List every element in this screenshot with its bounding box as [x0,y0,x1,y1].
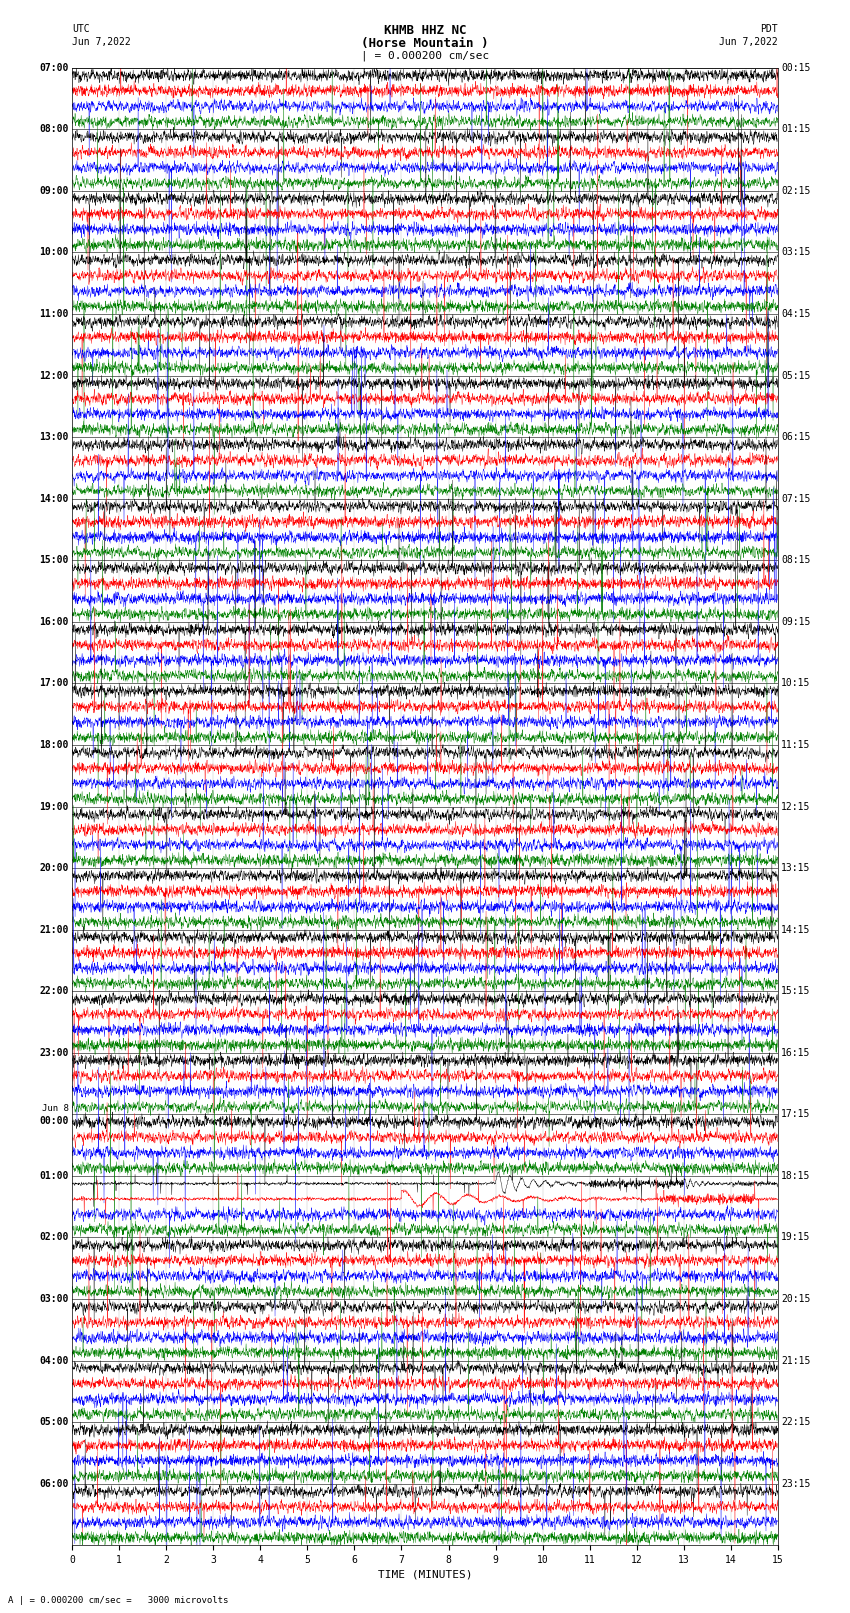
Text: 05:00: 05:00 [39,1418,69,1428]
X-axis label: TIME (MINUTES): TIME (MINUTES) [377,1569,473,1579]
Text: 08:00: 08:00 [39,124,69,134]
Text: 20:15: 20:15 [781,1294,811,1303]
Text: 13:15: 13:15 [781,863,811,873]
Text: 12:15: 12:15 [781,802,811,811]
Text: 01:15: 01:15 [781,124,811,134]
Text: 22:00: 22:00 [39,986,69,997]
Text: 02:00: 02:00 [39,1232,69,1242]
Text: 04:15: 04:15 [781,310,811,319]
Text: 21:00: 21:00 [39,924,69,934]
Text: 08:15: 08:15 [781,555,811,565]
Text: 16:15: 16:15 [781,1048,811,1058]
Text: 12:00: 12:00 [39,371,69,381]
Text: 02:15: 02:15 [781,185,811,195]
Text: 07:15: 07:15 [781,494,811,503]
Text: 19:00: 19:00 [39,802,69,811]
Text: 20:00: 20:00 [39,863,69,873]
Text: 00:15: 00:15 [781,63,811,73]
Text: KHMB HHZ NC: KHMB HHZ NC [383,24,467,37]
Text: 06:00: 06:00 [39,1479,69,1489]
Text: 15:00: 15:00 [39,555,69,565]
Text: (Horse Mountain ): (Horse Mountain ) [361,37,489,50]
Text: 23:15: 23:15 [781,1479,811,1489]
Text: Jun 7,2022: Jun 7,2022 [72,37,131,47]
Text: 11:00: 11:00 [39,310,69,319]
Text: 00:00: 00:00 [39,1116,69,1126]
Text: 04:00: 04:00 [39,1355,69,1366]
Text: 15:15: 15:15 [781,986,811,997]
Text: | = 0.000200 cm/sec: | = 0.000200 cm/sec [361,50,489,61]
Text: 16:00: 16:00 [39,616,69,627]
Text: 18:00: 18:00 [39,740,69,750]
Text: 03:00: 03:00 [39,1294,69,1303]
Text: 06:15: 06:15 [781,432,811,442]
Text: 03:15: 03:15 [781,247,811,258]
Text: 09:15: 09:15 [781,616,811,627]
Text: 01:00: 01:00 [39,1171,69,1181]
Text: Jun 8: Jun 8 [42,1103,69,1113]
Text: 13:00: 13:00 [39,432,69,442]
Text: 10:00: 10:00 [39,247,69,258]
Text: 23:00: 23:00 [39,1048,69,1058]
Text: 10:15: 10:15 [781,679,811,689]
Text: 11:15: 11:15 [781,740,811,750]
Text: 09:00: 09:00 [39,185,69,195]
Text: Jun 7,2022: Jun 7,2022 [719,37,778,47]
Text: A | = 0.000200 cm/sec =   3000 microvolts: A | = 0.000200 cm/sec = 3000 microvolts [8,1595,229,1605]
Text: 14:15: 14:15 [781,924,811,934]
Text: 17:15: 17:15 [781,1110,811,1119]
Text: 19:15: 19:15 [781,1232,811,1242]
Text: PDT: PDT [760,24,778,34]
Text: 18:15: 18:15 [781,1171,811,1181]
Text: 21:15: 21:15 [781,1355,811,1366]
Text: UTC: UTC [72,24,90,34]
Text: 22:15: 22:15 [781,1418,811,1428]
Text: 05:15: 05:15 [781,371,811,381]
Text: 14:00: 14:00 [39,494,69,503]
Text: 17:00: 17:00 [39,679,69,689]
Text: 07:00: 07:00 [39,63,69,73]
